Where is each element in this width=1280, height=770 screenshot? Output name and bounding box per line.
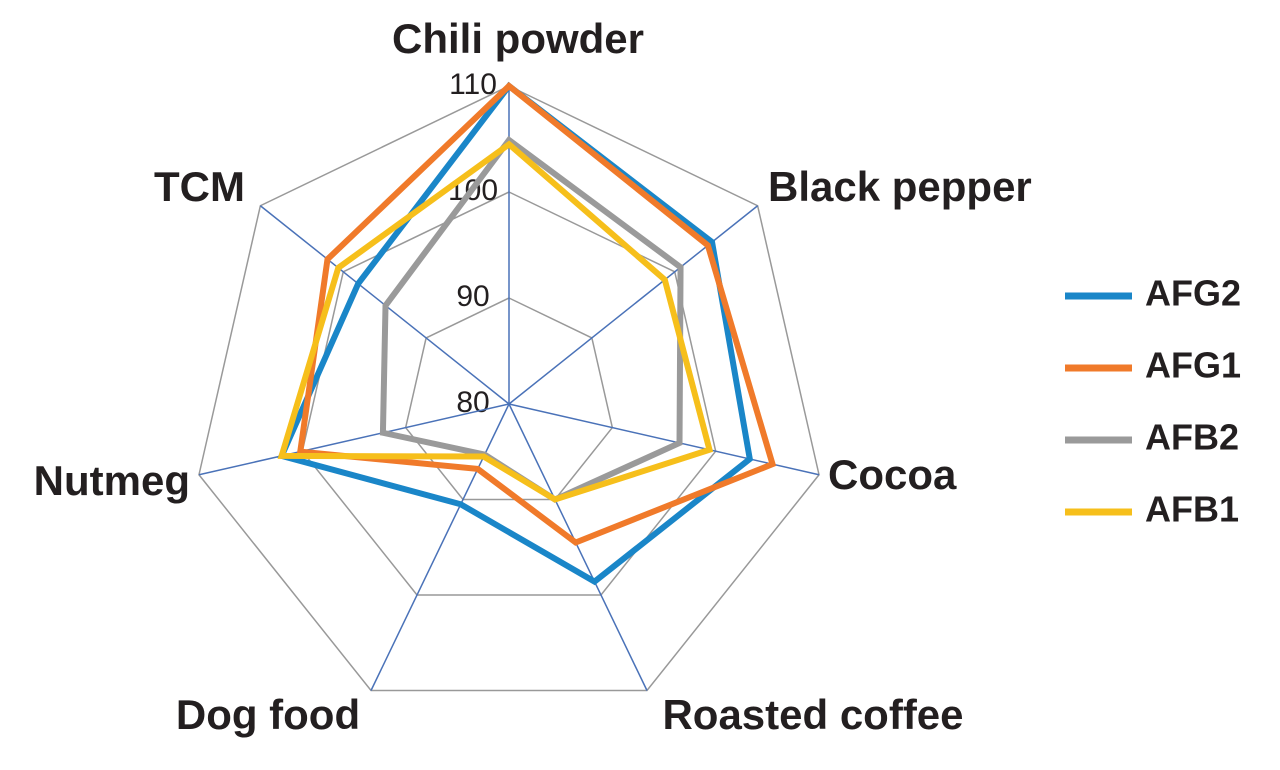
category-label: Cocoa: [828, 451, 957, 498]
spoke: [370, 403, 510, 691]
r-tick-label: 90: [456, 280, 489, 313]
category-label: Chili powder: [392, 15, 644, 62]
grid-ring: [404, 297, 614, 501]
grid-ring: [198, 85, 820, 692]
series-line: [296, 82, 777, 546]
spoke: [508, 403, 820, 476]
series-line: [277, 140, 714, 503]
r-tick-label: 80: [456, 386, 489, 419]
category-label: Roasted coffee: [662, 691, 963, 738]
spoke: [198, 403, 510, 476]
spoke: [508, 403, 648, 691]
category-label: Nutmeg: [34, 457, 190, 504]
category-label: Dog food: [176, 691, 360, 738]
spoke: [508, 205, 759, 405]
category-label: Black pepper: [768, 163, 1032, 210]
legend-label: AFG1: [1145, 345, 1241, 386]
legend-label: AFB2: [1145, 417, 1239, 458]
legend-label: AFB1: [1145, 489, 1239, 530]
category-label: TCM: [154, 163, 245, 210]
legend-label: AFG2: [1145, 273, 1241, 314]
r-tick-label: 110: [449, 68, 497, 101]
